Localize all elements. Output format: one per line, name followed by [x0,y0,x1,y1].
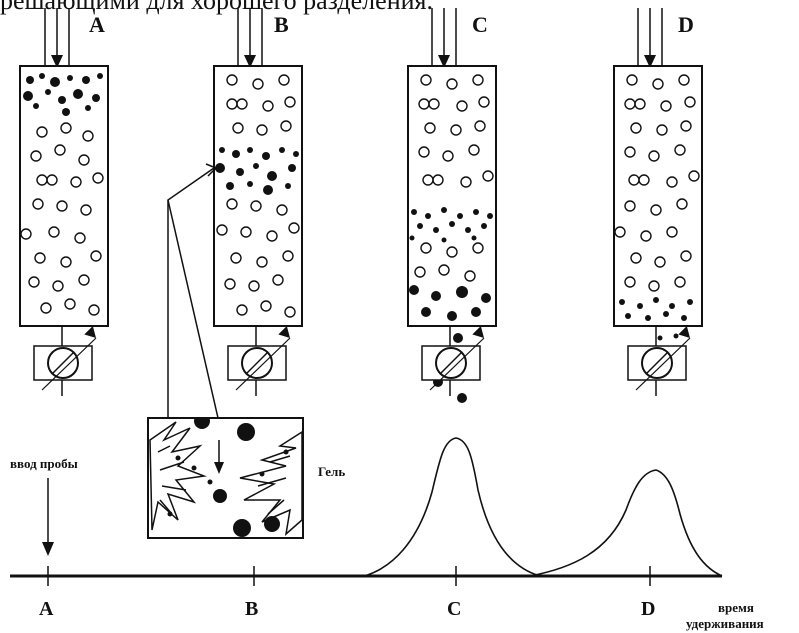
sample-injection-label: ввод пробы [10,456,78,471]
peak-c [363,437,541,577]
column-d-gel-beads [614,74,700,292]
column-label-b: B [274,12,289,37]
axis-label-c: C [447,598,462,620]
column-c-gel-beads [414,74,494,282]
axis-label-d: D [641,598,656,620]
column-label-c: C [472,12,488,37]
gel-particle-left [149,421,207,531]
column-label-a: A [89,12,105,37]
axis-label-b: B [245,598,259,620]
gel-molecules [167,419,289,537]
x-axis-title-line1: время [718,600,754,615]
axis-label-a: A [39,598,54,620]
column-d [613,8,703,396]
gel-inset [147,417,304,539]
column-d-sample-band [619,297,693,341]
column-a-sample-band [23,73,103,116]
column-a [19,8,109,396]
zoom-connector [167,163,219,419]
column-c [407,8,497,403]
column-a-gel-beads [20,122,104,316]
column-b-gel-beads [216,74,300,318]
peak-d [529,469,723,577]
column-b [213,8,303,396]
column-label-d: D [678,12,694,37]
gel-particle-right [239,431,302,536]
column-b-sample-band [215,147,299,195]
sample-injection-arrow [42,478,54,556]
gel-label: Гель [318,464,346,479]
top-caption: решающими для хорошего разделения. [0,0,433,15]
x-axis-title-line2: удерживания [686,616,764,631]
